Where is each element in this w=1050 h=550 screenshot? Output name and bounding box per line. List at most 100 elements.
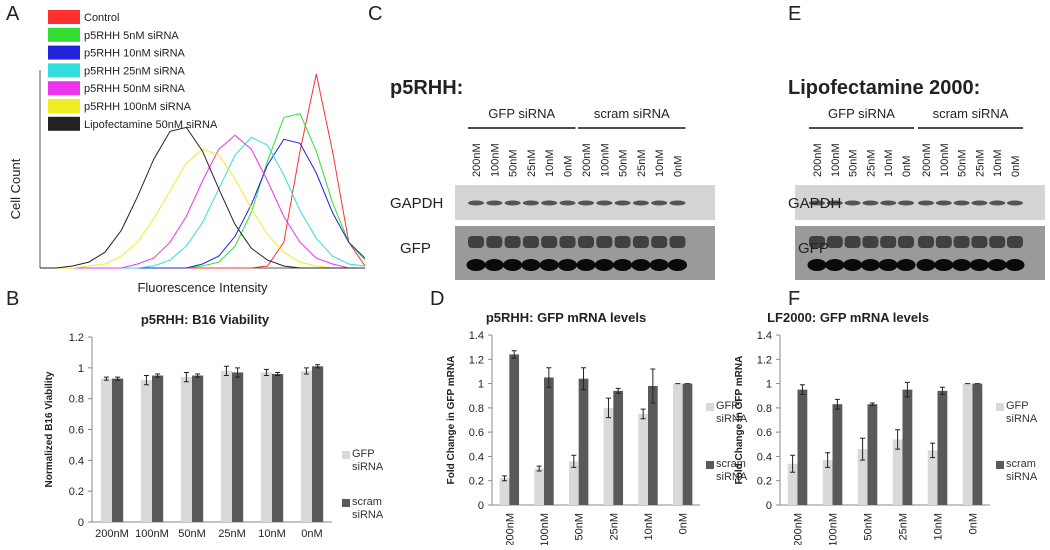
gfp-band — [578, 236, 594, 248]
bar — [544, 377, 554, 505]
bar — [568, 461, 579, 505]
panel-label: D — [430, 288, 444, 310]
x-tick-label: 100nM — [828, 513, 840, 545]
lane-label: 0nM — [901, 156, 913, 177]
bar — [638, 413, 648, 505]
legend-label: Control — [84, 12, 119, 24]
bar — [192, 375, 204, 522]
bar — [892, 439, 903, 505]
legend-label: GFP siRNA — [1006, 400, 1038, 425]
lane-label: 50nM — [848, 149, 860, 177]
gapdh-band — [862, 200, 879, 206]
gapdh-band — [504, 200, 521, 206]
legend-swatch — [996, 403, 1004, 411]
gapdh-band — [844, 200, 861, 206]
legend-swatch — [48, 10, 80, 24]
error-bar — [183, 371, 189, 383]
x-tick-label: 200nM — [793, 513, 805, 545]
gapdh-band — [651, 200, 668, 206]
gfp-band — [844, 236, 861, 248]
error-bar — [223, 365, 229, 377]
y-tick-label: 0.4 — [69, 455, 84, 467]
gfp-band — [898, 236, 914, 248]
legend-swatch — [48, 99, 80, 113]
error-bar — [860, 437, 866, 461]
gfp-band-lower — [860, 259, 880, 271]
error-bar — [790, 454, 796, 473]
error-bar — [155, 373, 161, 378]
gfp-band-lower — [969, 259, 989, 271]
y-tick-label: 0.4 — [469, 451, 484, 463]
error-bar — [511, 350, 517, 359]
gfp-band — [953, 236, 970, 248]
gapdh-band — [989, 200, 1006, 206]
series-line — [40, 126, 365, 269]
y-tick-label: 0.6 — [69, 425, 84, 437]
gapdh-band — [971, 200, 988, 206]
gfp-band-lower — [521, 259, 541, 271]
gfp-band-lower — [952, 259, 972, 271]
gfp-band-lower — [987, 259, 1007, 271]
bar — [499, 478, 510, 505]
gfp-band — [862, 236, 879, 248]
gfp-band-lower — [539, 259, 559, 271]
error-bar — [115, 376, 121, 381]
panel-label: B — [6, 288, 19, 310]
gfp-band — [918, 236, 934, 248]
gfp-band — [1007, 236, 1023, 248]
group-label: GFP siRNA — [488, 106, 555, 121]
gfp-band — [504, 236, 521, 248]
legend-swatch — [48, 45, 80, 60]
chart-title: p5RHH: B16 Viability — [141, 312, 270, 327]
gfp-band — [935, 236, 952, 248]
y-tick-label: 1.4 — [757, 330, 772, 342]
error-bar — [195, 373, 201, 378]
bar — [972, 383, 983, 505]
gfp-band-lower — [594, 259, 614, 271]
x-tick-label: 10nM — [258, 528, 286, 540]
bar — [232, 372, 244, 522]
bar — [902, 389, 913, 505]
panel-label: A — [6, 3, 20, 25]
blot-row-label: GFP — [400, 240, 431, 257]
lane-label: 0nM — [1010, 156, 1022, 177]
gfp-band-lower — [843, 259, 863, 271]
lane-label: 100nM — [489, 143, 501, 177]
bar — [603, 407, 614, 505]
x-tick-label: 25nM — [218, 528, 246, 540]
bar — [867, 404, 878, 505]
error-bar — [930, 442, 936, 459]
lane-label: 10nM — [544, 149, 556, 177]
bar — [220, 370, 232, 522]
bar — [260, 372, 272, 522]
x-tick-label: 0nM — [678, 513, 690, 534]
bar — [822, 460, 833, 505]
error-bar — [143, 375, 149, 386]
x-tick-label: 10nM — [643, 513, 655, 541]
y-tick-label: 1.2 — [69, 332, 84, 344]
legend-swatch — [342, 499, 350, 507]
legend-label: GFP siRNA — [716, 400, 748, 425]
gfp-band — [651, 236, 668, 248]
bar — [962, 383, 973, 505]
legend-label: scram siRNA — [1006, 458, 1038, 483]
x-tick-label: 50nM — [178, 528, 206, 540]
y-tick-label: 1.2 — [469, 354, 484, 366]
gapdh-band — [578, 200, 594, 206]
gfp-band — [880, 236, 897, 248]
bar — [112, 378, 124, 522]
legend-label: p5RHH 50nM siRNA — [84, 83, 186, 95]
error-bar — [904, 381, 910, 398]
x-tick-label: 200nM — [504, 513, 516, 545]
error-bar — [825, 452, 831, 468]
y-tick-label: 0.8 — [469, 403, 484, 415]
bar — [648, 386, 658, 505]
y-tick-label: 0.8 — [69, 394, 84, 406]
error-bar — [501, 475, 507, 482]
legend-swatch — [342, 451, 350, 459]
gapdh-band — [898, 200, 914, 206]
lane-label: 10nM — [654, 149, 666, 177]
y-axis-label: Fold Change in GFP mRNA — [734, 356, 745, 485]
panel-label: E — [788, 3, 801, 25]
x-tick-label: 25nM — [608, 513, 620, 541]
